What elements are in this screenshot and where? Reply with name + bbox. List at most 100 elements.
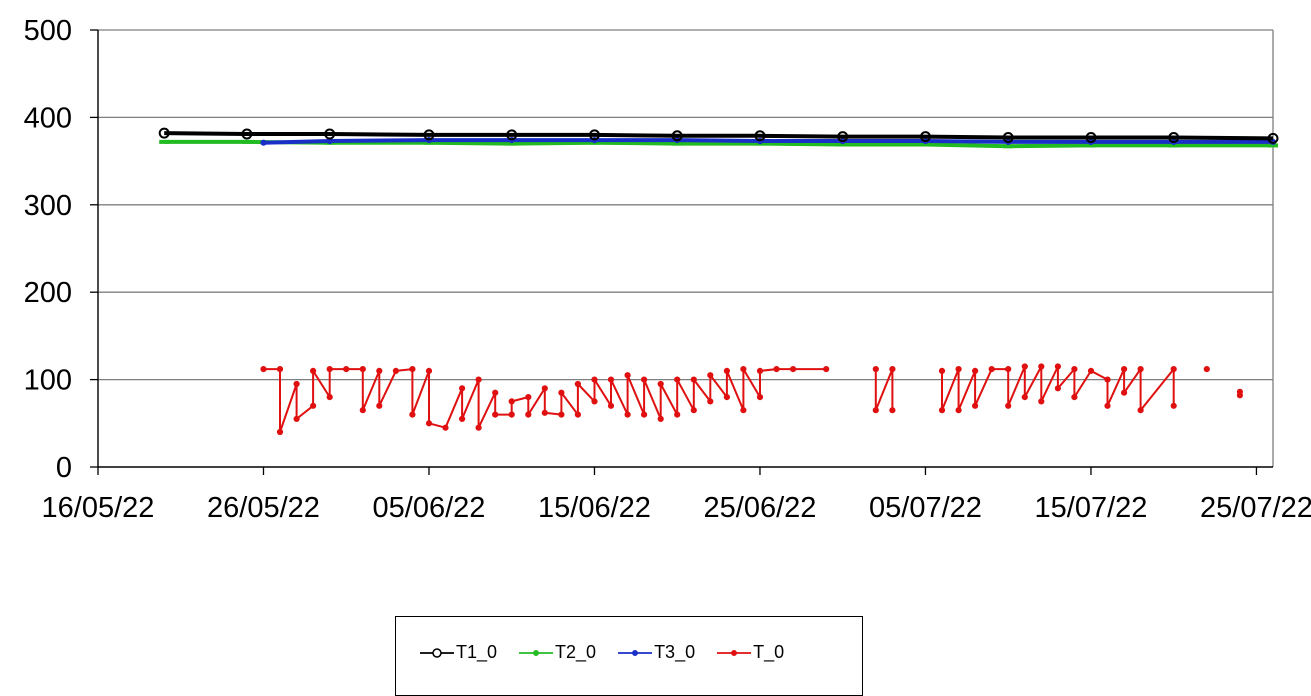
- x-tick-label: 25/07/22: [1200, 492, 1311, 524]
- y-tick-label: 500: [24, 15, 72, 47]
- data-point-T_0: [938, 367, 946, 374]
- data-point-T2_0: [672, 141, 683, 146]
- data-point-T_0: [442, 424, 449, 431]
- data-point-T3_0: [260, 139, 267, 146]
- data-point-T_0: [293, 380, 300, 388]
- data-point-T_0: [690, 376, 697, 383]
- data-point-T_0: [409, 366, 416, 373]
- data-point-T_0: [326, 394, 333, 401]
- data-point-T_0: [359, 366, 366, 373]
- data-point-T2_0: [159, 139, 170, 144]
- legend-marker-T1_0: [432, 647, 442, 658]
- data-point-T_0: [1005, 366, 1012, 373]
- data-point-T_0: [889, 366, 896, 373]
- data-point-T1_0: [1267, 132, 1279, 144]
- data-point-T_0: [508, 411, 515, 418]
- data-point-T1_0: [324, 128, 336, 140]
- data-point-T_0: [707, 372, 714, 379]
- data-point-T_0: [624, 372, 631, 379]
- legend-marker-T3_0: [632, 649, 639, 656]
- data-point-T_0: [326, 366, 333, 373]
- data-point-T1_0: [837, 131, 849, 143]
- data-point-T_0: [1170, 366, 1177, 373]
- data-point-T_0: [260, 366, 267, 373]
- data-point-T_0: [657, 380, 664, 388]
- data-point-T2_0: [837, 142, 848, 147]
- legend-swatch-T3_0: [618, 649, 653, 656]
- data-point-T1_0: [1002, 132, 1014, 143]
- series-T_0: [1236, 388, 1244, 399]
- data-point-T_0: [1054, 385, 1062, 392]
- data-point-T_0: [690, 407, 697, 414]
- legend-label: T1_0: [456, 642, 498, 662]
- data-point-T_0: [872, 407, 879, 414]
- data-point-T_0: [343, 366, 350, 373]
- legend-item-T3_0: T3_0: [616, 642, 695, 663]
- data-point-T1_0: [158, 127, 170, 139]
- data-point-T_0: [707, 398, 714, 405]
- data-point-T_0: [723, 394, 731, 401]
- data-point-T1_0: [671, 130, 683, 142]
- x-tick-label: 26/05/22: [207, 492, 320, 524]
- data-point-T_0: [641, 411, 648, 418]
- x-tick-label: 16/05/22: [42, 492, 155, 524]
- data-point-T2_0: [1168, 143, 1179, 148]
- data-point-T_0: [492, 389, 499, 396]
- data-point-T_0: [293, 415, 300, 422]
- data-point-T_0: [492, 411, 499, 418]
- y-tick-label: 200: [24, 277, 72, 309]
- data-point-T_0: [1071, 366, 1078, 373]
- data-point-T_0: [938, 407, 946, 414]
- data-point-T_0: [1137, 407, 1144, 414]
- data-point-T_0: [525, 394, 532, 401]
- data-point-T1_0: [423, 129, 435, 141]
- data-point-T_0: [756, 367, 764, 374]
- data-point-T_0: [955, 366, 962, 373]
- data-point-T_0: [541, 409, 548, 416]
- data-point-T_0: [392, 367, 399, 374]
- data-point-T_0: [674, 376, 681, 383]
- data-point-T_0: [723, 367, 731, 374]
- data-point-T_0: [972, 402, 979, 409]
- data-point-T_0: [591, 398, 598, 405]
- data-point-T_0: [1236, 388, 1244, 395]
- data-point-T_0: [607, 402, 615, 409]
- data-point-T_0: [790, 366, 797, 373]
- legend-marker-T2_0: [533, 649, 539, 656]
- data-point-T2_0: [920, 142, 931, 147]
- data-point-T1_0: [506, 129, 518, 141]
- data-point-T_0: [1203, 366, 1210, 373]
- data-point-T_0: [359, 407, 366, 414]
- data-point-T_0: [1137, 366, 1144, 373]
- data-point-T_0: [1054, 363, 1062, 370]
- x-tick-label: 05/06/22: [373, 492, 486, 524]
- data-point-T_0: [740, 407, 747, 414]
- data-point-T_0: [425, 420, 433, 427]
- legend-label: T_0: [753, 642, 785, 662]
- legend-item-T1_0: T1_0: [418, 642, 497, 663]
- data-point-T_0: [674, 411, 681, 418]
- data-point-T_0: [889, 407, 896, 414]
- y-tick-label: 100: [24, 365, 72, 397]
- series-line-T1_0: [164, 131, 1274, 141]
- data-point-T_0: [558, 411, 565, 418]
- series-line-T_0: [874, 368, 894, 412]
- series-T_0: [872, 366, 896, 414]
- data-point-T_0: [1087, 367, 1095, 374]
- data-point-T2_0: [1086, 143, 1096, 148]
- axes: [90, 29, 1273, 475]
- data-point-T_0: [972, 367, 979, 374]
- series-T1_0: [158, 127, 1279, 144]
- x-tick-label: 25/06/22: [704, 492, 817, 524]
- data-point-T_0: [276, 366, 284, 373]
- data-point-T_0: [525, 411, 532, 418]
- data-point-T_0: [558, 389, 565, 396]
- data-point-T_0: [823, 366, 830, 373]
- data-point-T_0: [1021, 363, 1028, 370]
- tick-labels: 0 100 200 300 400 500 16/05/22 26/05/22 05/06/22…: [24, 15, 1311, 524]
- data-point-T_0: [740, 366, 747, 373]
- data-point-T2_0: [506, 141, 517, 146]
- data-point-T_0: [1104, 376, 1111, 383]
- data-point-T_0: [276, 428, 284, 436]
